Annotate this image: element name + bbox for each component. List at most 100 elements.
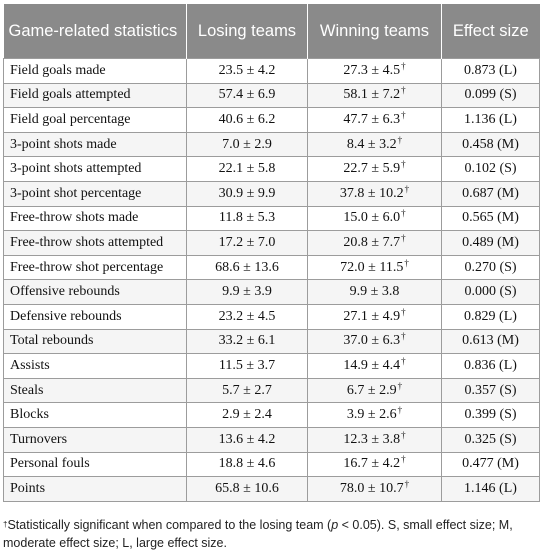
effect-cell: 0.270 (S) — [441, 254, 540, 281]
winning-cell-value: 37.8 ± 10.2 — [339, 185, 404, 201]
effect-cell: 0.477 (M) — [441, 451, 540, 478]
winning-cell: 78.0 ± 10.7† — [307, 476, 442, 502]
winning-cell-value: 27.1 ± 4.9 — [343, 308, 401, 324]
stat-cell: Total rebounds — [3, 328, 187, 355]
effect-cell-value: 0.357 (S) — [464, 382, 517, 398]
stat-cell-value: Assists — [10, 357, 50, 373]
winning-cell: 72.0 ± 11.5† — [307, 254, 442, 281]
significance-dagger: † — [397, 380, 403, 391]
header-losing: Losing teams — [186, 4, 308, 59]
winning-cell-value: 72.0 ± 11.5 — [340, 259, 404, 275]
effect-cell: 0.489 (M) — [441, 230, 540, 256]
table-row: 3-point shots made 7.0 ± 2.9 8.4 ± 3.2† 0.4… — [3, 131, 540, 158]
stat-cell: Steals — [3, 377, 187, 404]
effect-cell-value: 0.102 (S) — [464, 161, 517, 177]
losing-cell-value: 11.8 ± 5.3 — [218, 210, 276, 226]
losing-cell: 17.2 ± 7.0 — [186, 230, 308, 256]
header-row: Game-related statistics Losing teams Win… — [3, 4, 540, 59]
header-effect: Effect size — [441, 4, 540, 59]
stat-cell: Offensive rebounds — [3, 279, 187, 305]
winning-cell-value: 14.9 ± 4.4 — [343, 357, 401, 373]
losing-cell: 68.6 ± 13.6 — [186, 254, 308, 281]
significance-dagger: † — [401, 232, 406, 243]
losing-cell-value: 30.9 ± 9.9 — [218, 185, 276, 201]
significance-dagger: † — [404, 183, 410, 194]
effect-cell-value: 1.146 (L) — [464, 480, 517, 496]
winning-cell: 47.7 ± 6.3† — [307, 107, 442, 133]
effect-cell-value: 0.099 (S) — [464, 87, 517, 103]
winning-cell: 15.0 ± 6.0† — [307, 205, 442, 232]
losing-cell: 9.9 ± 3.9 — [186, 279, 308, 305]
winning-cell-value: 12.3 ± 3.8 — [343, 431, 401, 447]
winning-cell-value: 8.4 ± 3.2 — [346, 136, 397, 152]
effect-cell: 0.357 (S) — [441, 377, 540, 404]
losing-cell: 40.6 ± 6.2 — [186, 107, 308, 133]
effect-cell-value: 0.325 (S) — [464, 431, 517, 447]
losing-cell: 7.0 ± 2.9 — [186, 131, 308, 158]
losing-cell-value: 18.8 ± 4.6 — [218, 456, 276, 472]
winning-cell: 27.1 ± 4.9† — [307, 303, 442, 330]
effect-cell: 0.687 (M) — [441, 180, 540, 207]
stat-cell: Field goal percentage — [3, 107, 187, 133]
effect-cell: 1.146 (L) — [441, 476, 540, 502]
effect-cell: 0.000 (S) — [441, 279, 540, 305]
effect-cell: 1.136 (L) — [441, 107, 540, 133]
losing-cell-value: 23.2 ± 4.5 — [218, 308, 276, 324]
losing-cell-value: 23.5 ± 4.2 — [218, 62, 276, 78]
significance-dagger: † — [401, 355, 406, 366]
winning-cell-value: 9.9 ± 3.8 — [349, 284, 400, 300]
significance-dagger: † — [401, 208, 406, 219]
winning-cell: 3.9 ± 2.6† — [307, 402, 442, 428]
winning-cell: 27.3 ± 4.5† — [307, 58, 442, 84]
significance-dagger: † — [397, 405, 403, 416]
stat-cell-value: Offensive rebounds — [10, 284, 120, 300]
effect-cell-value: 0.270 (S) — [464, 259, 517, 275]
stat-cell: Turnovers — [3, 426, 187, 453]
significance-dagger: † — [401, 60, 406, 71]
effect-cell-value: 0.829 (L) — [464, 308, 517, 324]
losing-cell: 33.2 ± 6.1 — [186, 328, 308, 355]
table-row: Field goal percentage 40.6 ± 6.2 47.7 ± 6.… — [3, 107, 540, 133]
stat-cell-value: Field goal percentage — [10, 111, 131, 127]
stat-cell: Free-throw shots attempted — [3, 230, 187, 256]
significance-dagger: † — [401, 109, 406, 120]
table-row: Total rebounds 33.2 ± 6.1 37.0 ± 6.3† 0.613… — [3, 328, 540, 355]
footnote-text-2: < 0.05). S, small effect size; M, modera… — [3, 518, 513, 550]
footnote-p: p — [331, 518, 339, 532]
footnote-text-1: Statistically significant when compared … — [7, 518, 332, 532]
winning-cell: 8.4 ± 3.2† — [307, 131, 442, 158]
winning-cell-value: 78.0 ± 10.7 — [339, 480, 404, 496]
winning-cell: 37.8 ± 10.2† — [307, 180, 442, 207]
stat-cell-value: Personal fouls — [10, 456, 90, 472]
significance-dagger: † — [404, 478, 410, 489]
losing-cell-value: 13.6 ± 4.2 — [218, 431, 276, 447]
significance-dagger: † — [401, 306, 406, 317]
stat-cell: Points — [3, 476, 187, 502]
winning-cell: 37.0 ± 6.3† — [307, 328, 442, 355]
table-row: Turnovers 13.6 ± 4.2 12.3 ± 3.8† 0.325 (S) — [3, 426, 540, 453]
winning-cell-value: 37.0 ± 6.3 — [343, 333, 401, 349]
footnote: †Statistically significant when compared… — [3, 516, 539, 552]
winning-cell: 20.8 ± 7.7† — [307, 230, 442, 256]
effect-cell-value: 0.873 (L) — [464, 62, 517, 78]
significance-dagger: † — [401, 159, 406, 170]
losing-cell: 65.8 ± 10.6 — [186, 476, 308, 502]
effect-cell: 0.325 (S) — [441, 426, 540, 453]
winning-cell: 9.9 ± 3.8 — [307, 279, 442, 305]
winning-cell-value: 58.1 ± 7.2 — [343, 87, 401, 103]
losing-cell: 23.5 ± 4.2 — [186, 58, 308, 84]
winning-cell-value: 20.8 ± 7.7 — [343, 234, 401, 250]
stat-cell-value: Points — [10, 480, 46, 496]
stat-cell-value: 3-point shots attempted — [10, 161, 142, 177]
losing-cell-value: 5.7 ± 2.7 — [222, 382, 272, 398]
winning-cell-value: 47.7 ± 6.3 — [343, 111, 401, 127]
losing-cell-value: 17.2 ± 7.0 — [218, 234, 276, 250]
effect-cell-value: 0.565 (M) — [462, 210, 519, 226]
losing-cell: 11.8 ± 5.3 — [186, 205, 308, 232]
stat-cell-value: Total rebounds — [10, 333, 94, 349]
losing-cell: 11.5 ± 3.7 — [186, 353, 308, 379]
effect-cell-value: 0.613 (M) — [462, 333, 519, 349]
losing-cell: 23.2 ± 4.5 — [186, 303, 308, 330]
losing-cell: 57.4 ± 6.9 — [186, 82, 308, 109]
losing-cell: 30.9 ± 9.9 — [186, 180, 308, 207]
